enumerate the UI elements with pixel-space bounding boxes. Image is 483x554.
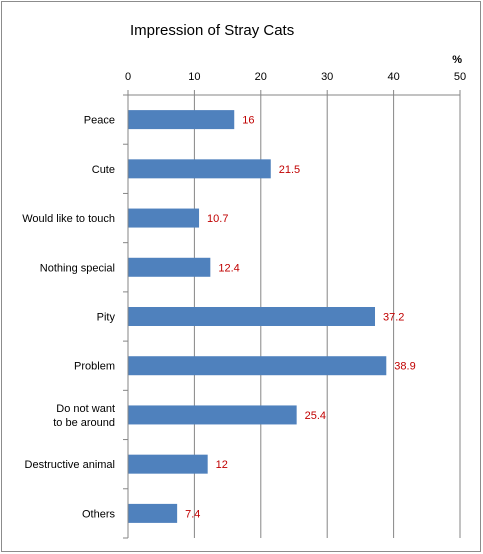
unit-label: % <box>452 54 462 66</box>
category-label: Destructive animal <box>25 459 115 471</box>
category-label: Would like to touch <box>22 213 115 225</box>
chart-title: Impression of Stray Cats <box>130 22 294 39</box>
x-tick-label: 40 <box>387 71 399 83</box>
data-label: 12.4 <box>218 262 239 274</box>
category-label: Pity <box>97 312 116 324</box>
bar <box>128 208 200 228</box>
bar <box>128 356 387 376</box>
category-label: Problem <box>74 361 115 373</box>
category-label: Peace <box>84 115 115 127</box>
data-label: 25.4 <box>305 410 326 422</box>
bar <box>128 454 208 474</box>
data-label: 10.7 <box>207 213 228 225</box>
bar <box>128 307 376 326</box>
bar <box>128 159 271 179</box>
x-tick-label: 20 <box>255 71 267 83</box>
category-label: Nothing special <box>40 262 115 274</box>
bar <box>128 405 297 425</box>
x-tick-label: 10 <box>188 71 200 83</box>
x-tick-label: 50 <box>454 71 466 83</box>
data-label: 7.4 <box>185 508 200 520</box>
data-label: 16 <box>242 115 254 127</box>
bar <box>128 503 178 523</box>
data-label: 38.9 <box>394 361 415 373</box>
data-label: 37.2 <box>383 312 404 324</box>
bar <box>128 257 211 277</box>
x-tick-label: 30 <box>321 71 333 83</box>
x-tick-label: 0 <box>125 71 131 83</box>
data-label: 21.5 <box>279 164 300 176</box>
category-label: Do not want to be around <box>53 403 115 429</box>
bar <box>128 110 235 130</box>
category-label: Cute <box>92 164 115 176</box>
category-label: Others <box>82 508 116 520</box>
data-label: 12 <box>216 459 228 471</box>
